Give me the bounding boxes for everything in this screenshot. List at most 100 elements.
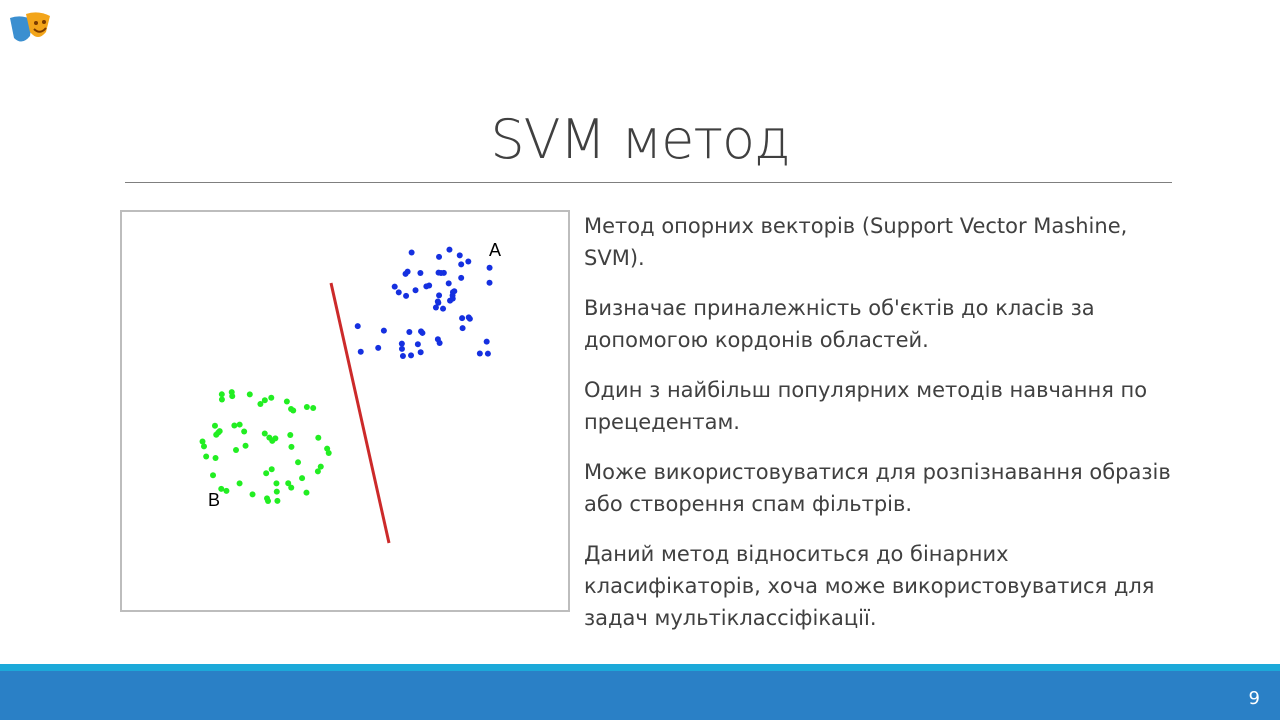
point	[436, 253, 443, 260]
text-body: Метод опорних векторів (Support Vector M…	[584, 210, 1174, 652]
point	[231, 422, 238, 429]
point	[303, 404, 310, 411]
point	[268, 394, 275, 401]
point	[303, 489, 310, 496]
point	[395, 289, 402, 296]
footer-bar	[0, 671, 1280, 720]
point	[458, 261, 465, 268]
point	[210, 472, 217, 479]
point	[465, 314, 472, 321]
paragraph: Метод опорних векторів (Support Vector M…	[584, 214, 1128, 270]
point	[459, 315, 466, 322]
paragraph: Може використовуватися для розпізнавання…	[584, 460, 1171, 516]
point	[324, 445, 331, 452]
point	[299, 475, 306, 482]
point	[246, 391, 253, 398]
point	[203, 453, 210, 460]
logo	[10, 12, 50, 42]
point	[436, 292, 443, 299]
point	[218, 396, 225, 403]
point	[398, 340, 405, 347]
point	[288, 443, 295, 450]
point	[257, 400, 264, 407]
point	[261, 397, 268, 404]
point	[458, 274, 465, 281]
paragraph: Даний метод відноситься до бінарних клас…	[584, 542, 1155, 630]
point	[249, 491, 256, 498]
point	[357, 348, 364, 355]
point	[218, 391, 225, 398]
point	[265, 497, 272, 504]
point	[199, 438, 206, 445]
point	[404, 268, 411, 275]
point	[408, 352, 415, 359]
page-number: 9	[1248, 688, 1260, 709]
point	[440, 305, 447, 312]
point	[465, 258, 472, 265]
point	[233, 447, 240, 454]
point	[273, 488, 280, 495]
point	[269, 437, 276, 444]
point	[417, 349, 424, 356]
point	[438, 269, 445, 276]
point	[310, 405, 317, 412]
point	[283, 398, 290, 405]
point	[287, 432, 294, 439]
point	[211, 422, 218, 429]
point	[213, 431, 220, 438]
point	[483, 338, 490, 345]
figure: A B	[120, 210, 570, 612]
point	[236, 421, 243, 428]
separator-line	[329, 282, 391, 544]
point	[486, 279, 493, 286]
point	[263, 470, 270, 477]
point	[354, 323, 361, 330]
point	[414, 341, 421, 348]
point	[228, 389, 235, 396]
point	[412, 287, 419, 294]
point	[375, 344, 382, 351]
point	[418, 328, 425, 335]
point	[218, 485, 225, 492]
point	[445, 280, 452, 287]
point	[200, 443, 207, 450]
point	[406, 329, 413, 336]
point	[317, 463, 324, 470]
point	[446, 246, 453, 253]
point	[212, 455, 219, 462]
point	[223, 487, 230, 494]
point	[242, 442, 249, 449]
point	[434, 298, 441, 305]
point	[290, 407, 297, 414]
point	[288, 484, 295, 491]
point	[261, 430, 268, 437]
point	[399, 352, 406, 359]
point	[417, 270, 424, 277]
slide-title: SVM метод	[490, 108, 790, 171]
paragraph: Визначає приналежність об'єктів до класі…	[584, 296, 1095, 352]
point	[295, 459, 302, 466]
point	[484, 350, 491, 357]
title-rule	[125, 182, 1172, 183]
point	[273, 480, 280, 487]
point	[459, 325, 466, 332]
point	[285, 480, 292, 487]
point	[274, 497, 281, 504]
class-label: A	[489, 240, 501, 260]
point	[403, 292, 410, 299]
point	[486, 264, 493, 271]
point	[236, 480, 243, 487]
point	[380, 327, 387, 334]
point	[315, 434, 322, 441]
point	[456, 252, 463, 259]
point	[432, 304, 439, 311]
point	[423, 283, 430, 290]
point	[314, 468, 321, 475]
point	[476, 350, 483, 357]
point	[391, 283, 398, 290]
svm-illustration: A B	[199, 240, 501, 544]
paragraph: Один з найбільш популярних методів навча…	[584, 378, 1148, 434]
point	[398, 345, 405, 352]
class-label: B	[208, 490, 220, 510]
